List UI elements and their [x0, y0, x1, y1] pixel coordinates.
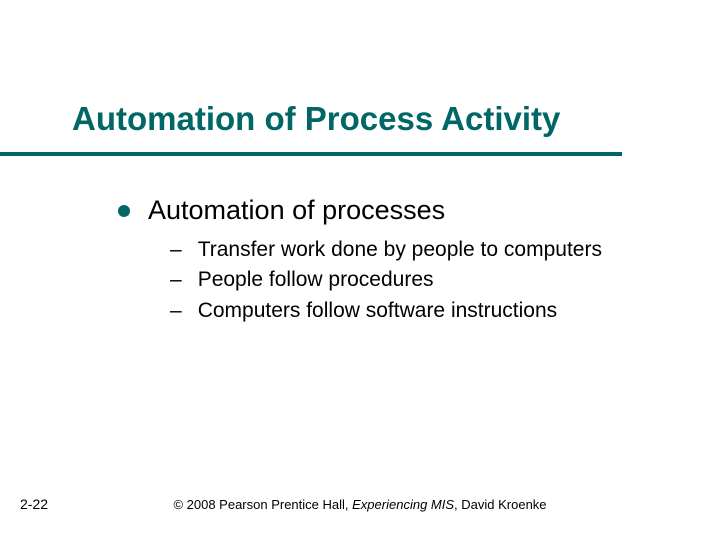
- sub-bullet-item: – People follow procedures: [170, 265, 602, 295]
- sub-bullet-list: – Transfer work done by people to comput…: [170, 235, 602, 326]
- footer-prefix: © 2008 Pearson Prentice Hall,: [173, 497, 352, 512]
- title-underline: [0, 152, 622, 156]
- sub-bullet-text: Computers follow software instructions: [198, 296, 557, 326]
- dash-icon: –: [170, 265, 182, 295]
- slide-title: Automation of Process Activity: [72, 100, 560, 138]
- slide: Automation of Process Activity Automatio…: [0, 0, 720, 540]
- dash-icon: –: [170, 296, 182, 326]
- main-bullet: Automation of processes: [118, 195, 445, 226]
- bullet-dot-icon: [118, 205, 130, 217]
- sub-bullet-item: – Computers follow software instructions: [170, 296, 602, 326]
- sub-bullet-text: People follow procedures: [198, 265, 434, 295]
- footer-italic: Experiencing MIS: [352, 497, 454, 512]
- sub-bullet-item: – Transfer work done by people to comput…: [170, 235, 602, 265]
- footer-suffix: , David Kroenke: [454, 497, 547, 512]
- dash-icon: –: [170, 235, 182, 265]
- sub-bullet-text: Transfer work done by people to computer…: [198, 235, 602, 265]
- footer: © 2008 Pearson Prentice Hall, Experienci…: [0, 497, 720, 512]
- main-bullet-text: Automation of processes: [148, 195, 445, 226]
